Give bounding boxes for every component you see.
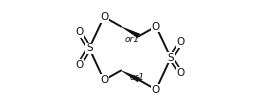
Text: O: O [152,22,160,31]
Text: O: O [100,12,108,22]
Text: O: O [75,60,83,70]
Polygon shape [121,26,140,38]
Text: or1: or1 [129,73,145,82]
Text: S: S [86,43,93,53]
Text: O: O [100,75,108,85]
Text: O: O [152,85,160,95]
Polygon shape [121,70,140,82]
Text: O: O [177,68,185,78]
Text: or1: or1 [124,35,139,44]
Text: O: O [177,37,185,47]
Text: O: O [75,27,83,37]
Text: S: S [167,53,174,63]
